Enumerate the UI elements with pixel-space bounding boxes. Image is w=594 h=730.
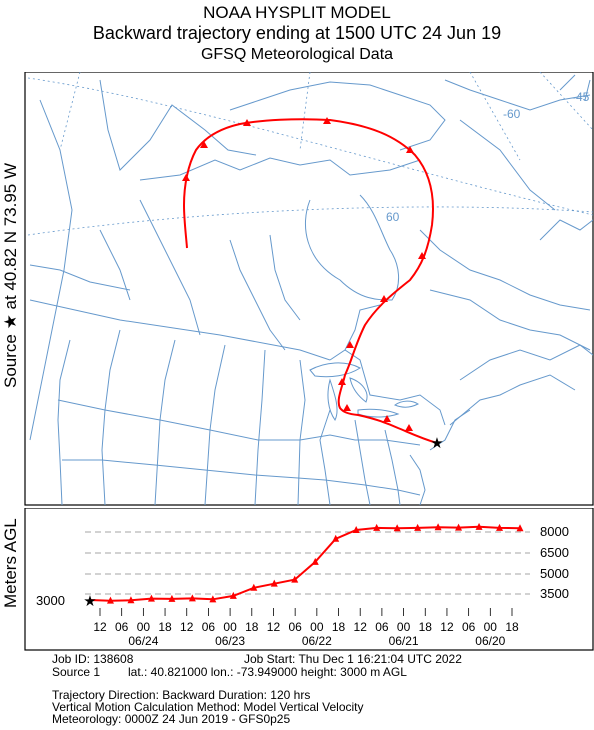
hour-tick-label: 12 <box>267 620 281 634</box>
height-marker <box>516 524 524 532</box>
height-marker <box>455 523 463 531</box>
political-boundaries <box>29 199 446 505</box>
hour-tick-label: 00 <box>137 620 151 634</box>
source-coordinates: lat.: 40.821000 lon.: -73.949000 height:… <box>128 665 407 679</box>
source-number: Source 1 <box>52 665 101 679</box>
map-frame <box>24 72 594 506</box>
lon-label-minus45: -45 <box>572 90 590 104</box>
hour-tick-label: 06 <box>375 620 389 634</box>
date-label: 06/21 <box>389 634 419 648</box>
height-markers <box>106 522 524 604</box>
lat-label-60: 60 <box>386 210 400 224</box>
height-gridlines <box>85 531 530 595</box>
job-start: Job Start: Thu Dec 1 16:21:04 UTC 2022 <box>244 652 462 666</box>
height-label-5000: 5000 <box>540 566 569 581</box>
hour-tick-label: 06 <box>202 620 216 634</box>
height-marker <box>147 594 155 602</box>
height-label-3500: 3500 <box>540 586 569 601</box>
height-marker <box>270 579 278 587</box>
height-start-star-icon: ★ <box>83 593 96 610</box>
hour-tick-label: 06 <box>115 620 129 634</box>
job-id: Job ID: 138608 <box>52 652 134 666</box>
trajectory-markers <box>182 117 426 431</box>
height-marker <box>229 591 237 599</box>
height-marker <box>352 525 360 533</box>
hour-tick-label: 18 <box>505 620 519 634</box>
title-block: NOAA HYSPLIT MODEL Backward trajectory e… <box>0 0 594 65</box>
hour-tick-label: 18 <box>158 620 172 634</box>
source-location-label: Source ★ at 40.82 N 73.95 W <box>1 162 20 388</box>
height-label-8000: 8000 <box>540 524 569 539</box>
height-axis-ticks: 12 06 00 18 12 06 00 18 12 06 00 18 12 06 00 18 12 06 00 18… <box>93 608 519 648</box>
start-height-label: 3000 <box>36 593 65 608</box>
trajectory-map: 60 -60 -45 ★ <box>24 72 594 506</box>
graticule <box>27 72 593 236</box>
height-marker <box>496 523 504 531</box>
coastlines <box>29 74 593 505</box>
great-lakes <box>309 362 419 421</box>
height-panel: 8000 6500 5000 3500 3000 ★ 12 06 00 18 12 06 0… <box>24 508 594 651</box>
hour-tick-label: 00 <box>223 620 237 634</box>
hour-tick-label: 18 <box>245 620 259 634</box>
height-label-6500: 6500 <box>540 545 569 560</box>
trajectory-subtitle: Backward trajectory ending at 1500 UTC 2… <box>92 23 502 43</box>
height-marker <box>127 596 135 604</box>
date-label: 06/23 <box>215 634 245 648</box>
hour-tick-label: 06 <box>288 620 302 634</box>
height-axis-label: Meters AGL <box>1 518 20 608</box>
meteorology-title: GFSQ Meteorological Data <box>200 46 394 63</box>
height-marker <box>311 557 319 565</box>
height-marker <box>475 522 483 530</box>
hour-tick-label: 12 <box>354 620 368 634</box>
date-label: 06/22 <box>302 634 332 648</box>
hour-tick-label: 00 <box>397 620 411 634</box>
vertical-motion-method: Vertical Motion Calculation Method: Mode… <box>52 700 364 714</box>
hour-tick-label: 00 <box>484 620 498 634</box>
height-marker <box>106 596 114 604</box>
height-marker <box>168 594 176 602</box>
source-star-icon: ★ <box>430 435 443 452</box>
height-line <box>89 525 521 602</box>
hour-tick-label: 06 <box>462 620 476 634</box>
height-marker <box>414 523 422 531</box>
trajectory-direction: Trajectory Direction: Backward Duration:… <box>52 688 311 702</box>
date-label: 06/24 <box>128 634 158 648</box>
height-marker <box>250 583 258 591</box>
trajectory-path <box>182 118 438 444</box>
hour-tick-label: 12 <box>440 620 454 634</box>
height-marker <box>434 523 442 531</box>
height-marker <box>332 534 340 542</box>
hour-tick-label: 12 <box>93 620 107 634</box>
height-marker <box>291 575 299 583</box>
date-label: 06/20 <box>475 634 505 648</box>
hour-tick-label: 12 <box>180 620 194 634</box>
hour-tick-label: 18 <box>419 620 433 634</box>
height-marker <box>393 524 401 532</box>
height-marker <box>209 595 217 603</box>
lon-label-minus60: -60 <box>503 107 521 121</box>
model-title: NOAA HYSPLIT MODEL <box>203 3 391 22</box>
hour-tick-label: 18 <box>332 620 346 634</box>
height-marker <box>188 594 196 602</box>
height-marker <box>373 523 381 531</box>
meteorology-info: Meteorology: 0000Z 24 Jun 2019 - GFS0p25 <box>52 712 291 726</box>
hour-tick-label: 00 <box>310 620 324 634</box>
